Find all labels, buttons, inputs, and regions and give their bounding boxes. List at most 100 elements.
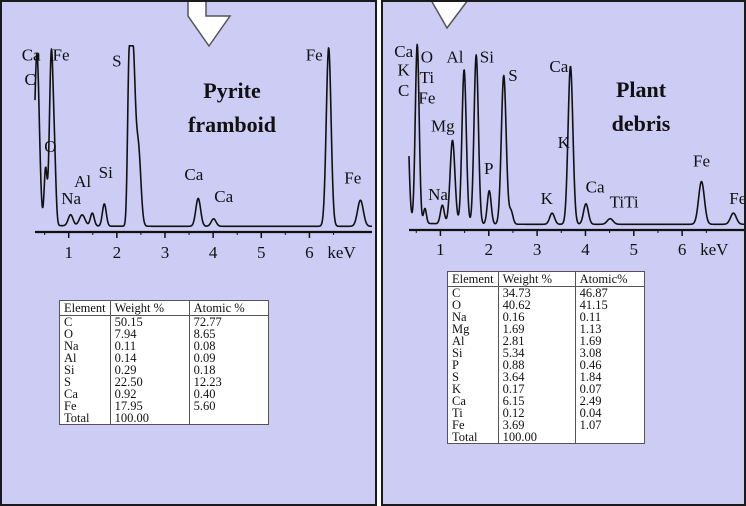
x-tick-label: 5 <box>630 240 639 259</box>
table-row: P 0.88 0.46 <box>447 359 645 371</box>
atomic-cell: 1.84 <box>574 371 645 383</box>
atomic-cell: 0.40 <box>188 388 269 400</box>
table-row: S 22.50 12.23 <box>59 376 269 388</box>
chart-title-line: Plant <box>616 77 667 102</box>
atomic-cell: 2.49 <box>574 395 645 407</box>
peak-label: Ca <box>184 165 203 184</box>
atomic-cell: 5.60 <box>188 400 269 412</box>
table-row: Total 100.00 <box>447 431 645 444</box>
peak-label: Na <box>61 189 81 208</box>
peak-label: Ca <box>22 46 41 65</box>
weight-cell: 0.14 <box>109 352 190 364</box>
peak-label: K <box>541 189 554 208</box>
weight-cell: 0.16 <box>497 311 576 323</box>
peak-label: Al <box>74 172 91 191</box>
x-tick-label: 2 <box>113 243 122 262</box>
peak-label: P <box>484 159 493 178</box>
header-element: Element <box>59 300 111 316</box>
table-header-row: Element Weight % Atomic% <box>447 271 645 287</box>
peak-label: Fe <box>344 169 361 188</box>
peak-label: Ca <box>214 187 233 206</box>
table-row: Si 0.29 0.18 <box>59 364 269 376</box>
table-row: Na 0.16 0.11 <box>447 311 645 323</box>
x-tick-label: 5 <box>257 243 266 262</box>
table-row: Na 0.11 0.08 <box>59 340 269 352</box>
x-tick-label: 4 <box>581 240 590 259</box>
chart-title-line: Pyrite <box>203 78 261 103</box>
peak-label: Mg <box>431 116 455 135</box>
peak-label: Fe <box>693 152 710 171</box>
weight-cell: 3.69 <box>497 419 576 431</box>
weight-cell: 100.00 <box>109 412 190 425</box>
peak-label: K <box>398 60 411 79</box>
atomic-cell: 0.18 <box>188 364 269 376</box>
atomic-cell: 12.23 <box>188 376 269 388</box>
peak-label: Ca <box>394 42 413 61</box>
x-tick-label: 2 <box>485 240 494 259</box>
table-row: Al 0.14 0.09 <box>59 352 269 364</box>
peak-label: C <box>398 81 409 100</box>
peak-label: Si <box>99 163 113 182</box>
x-axis-label: keV <box>327 243 356 262</box>
peak-label: Na <box>428 185 448 204</box>
x-tick-label: 1 <box>64 243 73 262</box>
x-tick-label: 3 <box>161 243 170 262</box>
pointer-arrow-icon <box>431 2 468 30</box>
peak-label: TiTi <box>610 193 639 212</box>
x-axis-label: keV <box>700 240 729 259</box>
table-row: Mg 1.69 1.13 <box>447 323 645 335</box>
pyrite-composition-table: Element Weight % Atomic % C 50.15 72.77 O 7.… <box>59 300 269 425</box>
peak-label: C <box>25 70 36 89</box>
atomic-cell: 41.15 <box>574 299 645 311</box>
weight-cell: 50.15 <box>109 315 190 328</box>
x-tick-label: 3 <box>533 240 542 259</box>
x-tick-label: 1 <box>436 240 445 259</box>
table-header-row: Element Weight % Atomic % <box>59 300 269 316</box>
weight-cell: 34.73 <box>497 286 576 299</box>
peak-label: S <box>112 51 121 70</box>
pyrite-framboid-panel: 1 2 3 4 5 6 keV Ca C Fe S O Al Si Na Ca Ca Fe Fe Pyrite fram… <box>0 0 377 506</box>
atomic-cell: 3.08 <box>574 347 645 359</box>
atomic-cell: 1.69 <box>574 335 645 347</box>
header-weight: Weight % <box>497 271 576 287</box>
table-row: Fe 17.95 5.60 <box>59 400 269 412</box>
table-row: Ca 0.92 0.40 <box>59 388 269 400</box>
atomic-cell: 0.46 <box>574 359 645 371</box>
atomic-cell: 0.07 <box>574 383 645 395</box>
element-cell: Total <box>59 412 111 425</box>
table-row: Total 100.00 <box>59 412 269 425</box>
peak-label: Ti <box>420 68 435 87</box>
weight-cell: 5.34 <box>497 347 576 359</box>
element-cell: Al <box>59 352 111 364</box>
weight-cell: 2.81 <box>497 335 576 347</box>
peak-label: Ca <box>549 57 568 76</box>
table-row: O 7.94 8.65 <box>59 328 269 340</box>
weight-cell: 1.69 <box>497 323 576 335</box>
peak-label: Fe <box>418 88 435 107</box>
pointer-arrow-icon <box>187 2 232 48</box>
element-cell: Fe <box>447 419 499 431</box>
weight-cell: 6.15 <box>497 395 576 407</box>
weight-cell: 0.11 <box>109 340 190 352</box>
atomic-cell: 1.13 <box>574 323 645 335</box>
table-row: C 34.73 46.87 <box>447 286 645 299</box>
chart-title-line: framboid <box>188 112 276 137</box>
weight-cell: 100.00 <box>497 431 576 444</box>
header-atomic: Atomic % <box>188 300 269 316</box>
table-row: Ca 6.15 2.49 <box>447 395 645 407</box>
atomic-cell: 0.09 <box>188 352 269 364</box>
header-atomic: Atomic% <box>574 271 645 287</box>
peak-label: K <box>558 133 571 152</box>
x-tick-label: 6 <box>305 243 314 262</box>
table-row: K 0.17 0.07 <box>447 383 645 395</box>
weight-cell: 3.64 <box>497 371 576 383</box>
spectrum-line <box>408 43 744 226</box>
table-row: Al 2.81 1.69 <box>447 335 645 347</box>
table-row: S 3.64 1.84 <box>447 371 645 383</box>
table-row: C 50.15 72.77 <box>59 315 269 328</box>
element-cell: Na <box>59 340 111 352</box>
element-cell: Ca <box>447 395 499 407</box>
atomic-cell: 72.77 <box>188 315 269 328</box>
